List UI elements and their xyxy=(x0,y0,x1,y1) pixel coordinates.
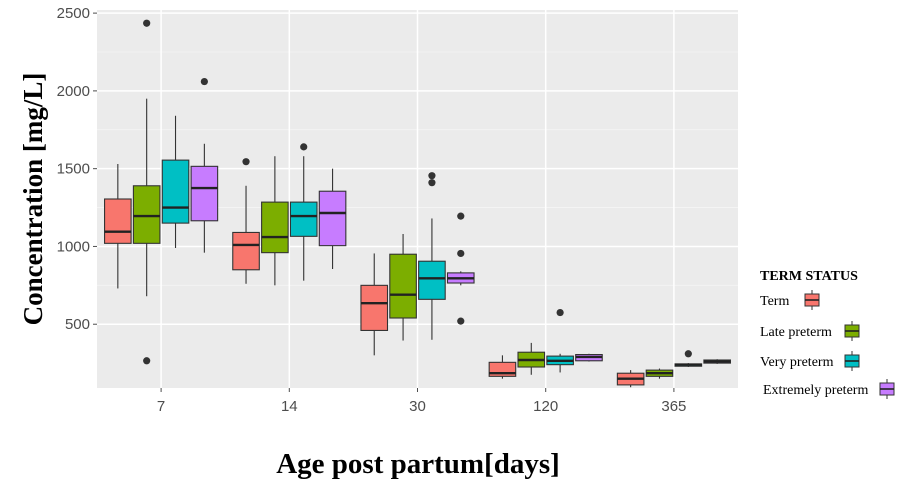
legend: TERM STATUS Term Late preterm Very preterm… xyxy=(760,269,895,399)
box-group xyxy=(161,115,190,248)
box-group xyxy=(190,77,219,253)
box-group xyxy=(488,355,517,379)
legend-label: Extremely preterm xyxy=(763,383,868,398)
box-group xyxy=(132,19,161,365)
box-group xyxy=(232,158,260,284)
box xyxy=(190,165,219,222)
box-group xyxy=(360,253,389,356)
x-axis-label: Age post partum[days] xyxy=(276,448,560,480)
box xyxy=(104,198,132,244)
legend-title: TERM STATUS xyxy=(760,269,858,284)
box-group xyxy=(674,350,703,367)
y-tick-label: 2000 xyxy=(57,83,90,100)
x-axis-ticks: 7 14 30 120 365 xyxy=(157,388,686,415)
outlier-point xyxy=(556,308,564,317)
x-tick-label: 14 xyxy=(281,398,298,415)
box xyxy=(161,159,190,224)
box-group xyxy=(703,359,731,364)
box-group xyxy=(289,143,318,281)
box-group xyxy=(517,342,546,375)
outlier-point xyxy=(457,249,465,258)
x-tick-label: 120 xyxy=(533,398,558,415)
outlier-point xyxy=(242,158,250,166)
box xyxy=(389,253,417,319)
box-group xyxy=(575,353,603,362)
box-group xyxy=(616,370,645,388)
outlier-point xyxy=(300,143,308,151)
box xyxy=(418,260,446,300)
box xyxy=(318,190,347,247)
legend-key xyxy=(844,321,860,341)
box-group xyxy=(546,308,574,373)
box xyxy=(289,201,318,237)
y-tick-label: 1000 xyxy=(57,238,90,255)
outlier-point xyxy=(457,317,465,325)
box-group xyxy=(318,168,347,269)
x-tick-label: 365 xyxy=(661,398,686,415)
y-axis-label: Concentration [mg/L] xyxy=(18,73,48,326)
y-tick-label: 500 xyxy=(65,316,90,333)
outlier-point xyxy=(428,179,436,187)
box-group xyxy=(418,172,446,340)
box-group xyxy=(261,156,289,286)
legend-label: Term xyxy=(760,294,789,309)
x-tick-label: 30 xyxy=(409,398,426,415)
box-group xyxy=(389,234,417,341)
outlier-point xyxy=(684,350,692,358)
box-series xyxy=(104,19,731,388)
box xyxy=(360,284,389,331)
box xyxy=(132,185,161,244)
outlier-point xyxy=(428,172,436,180)
y-axis-ticks: 500 1000 1500 2000 2500 xyxy=(57,5,97,333)
legend-label: Late preterm xyxy=(760,325,832,340)
legend-label: Very preterm xyxy=(760,355,834,370)
box xyxy=(232,231,260,271)
y-tick-label: 2500 xyxy=(57,5,90,22)
box-group xyxy=(104,164,132,289)
outlier-point xyxy=(143,19,151,27)
legend-key xyxy=(844,351,860,371)
box xyxy=(261,201,289,254)
box-group xyxy=(645,368,674,379)
box-group xyxy=(446,212,475,325)
outlier-point xyxy=(457,212,465,220)
legend-key xyxy=(879,379,895,399)
outlier-point xyxy=(143,357,151,365)
legend-key xyxy=(804,290,820,310)
x-tick-label: 7 xyxy=(157,398,165,415)
major-gridlines xyxy=(97,10,738,388)
outlier-point xyxy=(200,77,208,86)
y-tick-label: 1500 xyxy=(57,161,90,178)
